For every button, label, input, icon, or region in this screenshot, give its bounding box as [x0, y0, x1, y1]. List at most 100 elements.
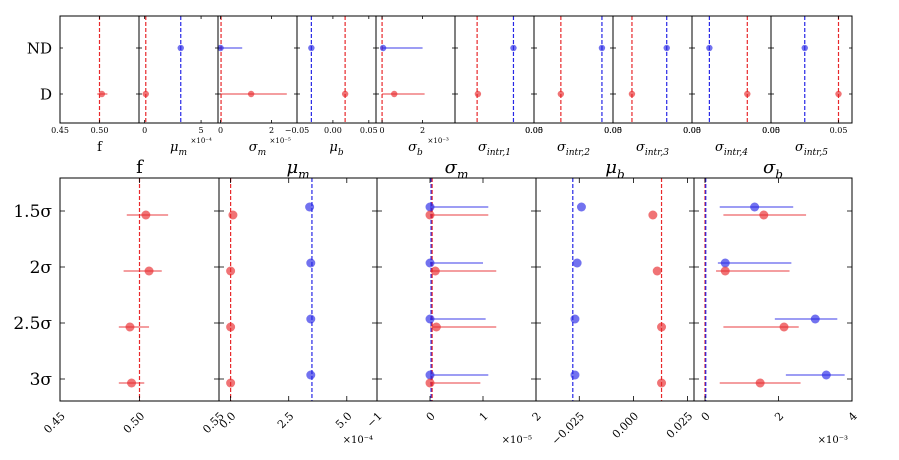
bottom-point-mu_b-D-2: [657, 322, 667, 332]
bottom-point-sigma_m-ND-0: [425, 202, 435, 212]
top-xtick-label-sigma_intr_2-0: 0.00: [525, 126, 543, 135]
top-panel-label-sigma_intr_5: σintr,5: [795, 140, 828, 158]
bottom-xtick-label-mu_m-1: 2.5: [275, 410, 297, 432]
top-xtick-label-sigma_b-1: 2: [420, 126, 425, 135]
top-panel-label-main-sigma_b: σ: [408, 140, 418, 155]
top-panel-label-sub-sigma_b: b: [417, 148, 423, 158]
top-point-sigma_intr_1-ND-0: [510, 44, 517, 52]
top-point-sigma_b-D-1: [391, 90, 398, 98]
top-panel-frame-sigma_b: [375, 15, 456, 124]
top-row-label-1: D: [40, 85, 52, 103]
top-point-sigma_intr_3-D-1: [628, 90, 636, 98]
top-panel-label-main-sigma_intr_1: σ: [478, 140, 488, 155]
bottom-point-sigma_b-D-3: [755, 378, 765, 388]
bottom-panel-label-main-sigma_m: σ: [445, 157, 458, 178]
top-panel-label-sigma_b: σb: [408, 140, 423, 158]
top-panel-label-sigma_m: σm: [249, 140, 266, 158]
bottom-point-mu_m-ND-0: [305, 202, 315, 212]
top-point-mu_b-D-1: [341, 90, 349, 98]
bottom-point-sigma_m-ND-1: [425, 258, 435, 268]
bottom-point-sigma_b-ND-3: [821, 370, 831, 380]
bottom-xtick-label-f-1: 0.50: [121, 410, 148, 437]
bottom-point-mu_b-D-1: [652, 266, 662, 276]
top-panel-label-mu_m: μm: [170, 140, 187, 158]
top-point-sigma_intr_1-D-1: [474, 90, 482, 98]
bottom-xtick-label-mu_b-0: −0.025: [549, 410, 587, 448]
bottom-point-mu_b-ND-2: [570, 314, 580, 324]
bottom-point-mu_m-D-1: [226, 266, 236, 276]
bottom-point-mu_b-D-3: [657, 378, 667, 388]
top-panel-label-main-sigma_intr_4: σ: [715, 140, 725, 155]
bottom-xtick-label-sigma_b-1: 2: [772, 410, 786, 424]
top-point-sigma_intr_2-D-1: [557, 90, 565, 98]
bottom-point-sigma_m-ND-2: [425, 314, 435, 324]
top-panel-label-main-mu_m: μ: [170, 140, 178, 155]
top-panel-label-sub-sigma_intr_2: intr,2: [566, 148, 590, 158]
top-point-sigma_intr_2-ND-0: [598, 44, 606, 52]
bottom-point-mu_b-ND-1: [572, 258, 582, 268]
bottom-panel-label-main-mu_m: μ: [286, 157, 298, 178]
top-xtick-label-f-1: 0.50: [91, 126, 109, 135]
bottom-point-sigma_m-D-3: [425, 378, 435, 388]
bottom-point-f-D-0: [141, 210, 151, 220]
top-xtick-label-mu_m-0: 0: [142, 126, 147, 135]
top-panel-frame-sigma_intr_3: [612, 15, 693, 124]
bottom-point-mu_m-D-0: [228, 210, 238, 220]
top-point-mu_m-ND-0: [177, 44, 184, 52]
top-panel-label-main-f: f: [97, 140, 103, 155]
top-panel-frame-sigma_m: [217, 15, 298, 124]
bottom-panel-label-mu_m: μm: [286, 157, 309, 181]
bottom-point-mu_b-ND-3: [570, 370, 580, 380]
top-xtick-label-sigma_intr_3-0: 0.00: [604, 126, 622, 135]
top-xtick-label-mu_b-1: 0.00: [324, 126, 342, 135]
top-point-sigma_intr_5-ND-0: [801, 44, 808, 52]
bottom-xtick-label-sigma_m-1: 0: [424, 410, 438, 424]
bottom-point-mu_b-ND-0: [576, 202, 586, 212]
top-panel-frame-mu_b: [296, 15, 377, 124]
top-xtick-label-sigma_intr_1-0: 0.05: [525, 126, 543, 135]
bottom-xtick-label-sigma_m-2: 1: [477, 410, 491, 424]
bottom-row-label-2: 2.5σ: [13, 314, 52, 334]
bottom-point-mu_m-D-2: [226, 322, 236, 332]
bottom-xtick-label-f-0: 0.45: [41, 410, 68, 437]
top-panel-label-sigma_intr_2: σintr,2: [557, 140, 590, 158]
bottom-axis-multiplier-sigma_b: ×10⁻³: [818, 435, 848, 446]
bottom-panel-frame-sigma_b: [693, 177, 853, 402]
bottom-axis-multiplier-sigma_m: ×10⁻⁵: [502, 435, 532, 446]
bottom-panel-label-sigma_b: σb: [763, 157, 783, 181]
top-point-f-D-1: [98, 90, 106, 98]
top-point-sigma_intr_5-D-1: [835, 90, 842, 98]
top-panel-label-mu_b: μb: [329, 140, 343, 158]
top-panel-label-main-sigma_m: σ: [249, 140, 259, 155]
bottom-panel-label-f: f: [136, 157, 144, 178]
top-xtick-label-sigma_intr_3-1: 0.05: [683, 126, 701, 135]
top-point-sigma_m-ND-0: [217, 44, 224, 52]
top-axis-multiplier-sigma_b: ×10⁻³: [428, 137, 449, 145]
top-panel-frame-sigma_intr_5: [770, 15, 853, 124]
bottom-panel-frame-mu_b: [535, 177, 695, 402]
top-point-sigma_intr_4-ND-0: [706, 44, 713, 52]
bottom-point-sigma_b-D-1: [720, 266, 730, 276]
top-panel-frame-sigma_intr_4: [691, 15, 772, 124]
top-point-sigma_m-D-1: [247, 90, 255, 98]
bottom-axis-multiplier-mu_m: ×10⁻⁴: [343, 435, 373, 446]
top-axis-multiplier-mu_m: ×10⁻⁴: [191, 137, 212, 145]
top-panel-label-main-mu_b: μ: [329, 140, 337, 155]
top-xtick-label-sigma_intr_5-1: 0.05: [830, 126, 848, 135]
bottom-point-sigma_m-D-1: [430, 266, 440, 276]
top-panel-label-sub-mu_b: b: [338, 148, 344, 158]
top-axis-multiplier-sigma_m: ×10⁻⁵: [270, 137, 291, 145]
top-xtick-label-sigma_m-0: 0: [218, 126, 223, 135]
bottom-xtick-label-mu_b-1: 0.000: [610, 410, 641, 441]
bottom-point-mu_m-D-3: [226, 378, 236, 388]
bottom-xtick-label-mu_m-2: 5.0: [333, 410, 355, 432]
top-xtick-label-mu_b-2: 0.05: [360, 126, 378, 135]
bottom-panel-frame-mu_m: [218, 177, 378, 402]
bottom-panel-label-sub-mu_m: m: [298, 167, 309, 181]
top-xtick-label-mu_b-0: −0.05: [285, 126, 310, 135]
top-panel-frame-mu_m: [138, 15, 219, 124]
top-panel-label-sub-sigma_intr_5: intr,5: [804, 148, 828, 158]
top-panel-label-sub-sigma_m: m: [258, 148, 267, 158]
bottom-point-sigma_m-D-0: [425, 210, 435, 220]
